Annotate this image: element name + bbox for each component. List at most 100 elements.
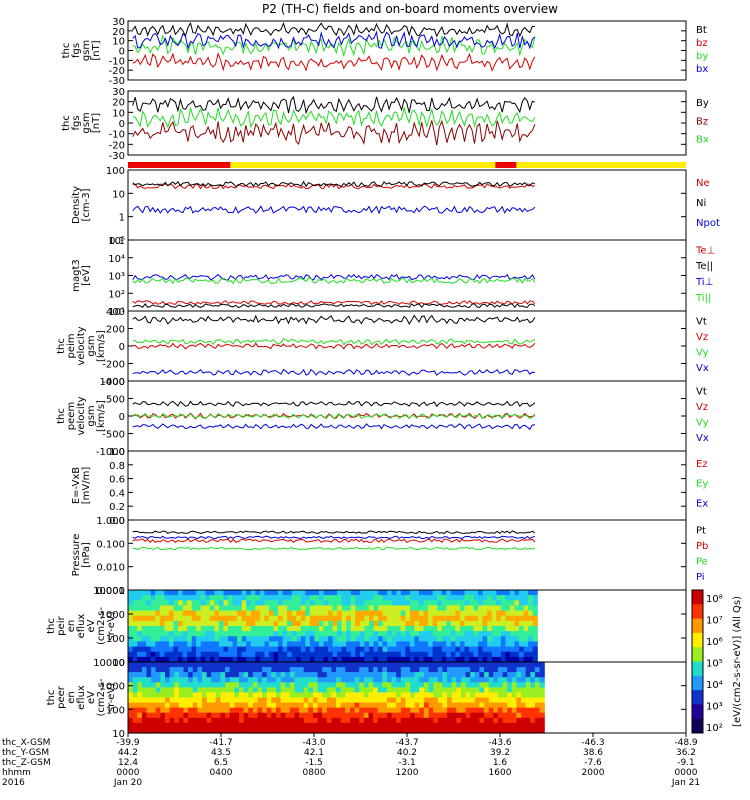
spectrogram-cell (159, 651, 165, 658)
spectrogram-cell (414, 615, 420, 622)
spectrogram-cell (211, 662, 217, 668)
spectrogram-cell (414, 727, 420, 734)
spectrogram-cell (473, 641, 479, 648)
panel-frame (127, 239, 687, 312)
spectrogram-cell (373, 636, 379, 642)
spectrogram-cell (151, 672, 157, 678)
spectrogram-cell (250, 641, 256, 648)
series-line (132, 314, 536, 326)
spectrogram-cell (264, 615, 270, 622)
spectrogram-cell (289, 682, 295, 688)
spectrogram-cell (328, 641, 334, 648)
spectrogram-cell (387, 687, 393, 694)
spectrogram-cell (187, 641, 193, 648)
spectrogram-cell (340, 712, 346, 719)
x-tick-label: -9.1 (677, 758, 695, 768)
spectrogram-cell (323, 595, 329, 601)
spectrogram-cell (252, 727, 259, 734)
spectrogram-cell (373, 712, 379, 719)
spectrogram-cell (534, 712, 541, 719)
spectrogram-cell (355, 620, 361, 627)
series-line (132, 546, 536, 551)
spectrogram-cell (137, 682, 143, 688)
spectrogram-cell (493, 687, 499, 694)
y-tick-label: -1000 (96, 447, 125, 458)
spectrogram-cell (447, 722, 453, 729)
spectrogram-cell (414, 600, 420, 606)
spectrogram-cell (482, 656, 488, 663)
spectrogram-cell (128, 605, 134, 612)
spectrogram-cell (359, 677, 365, 683)
spectrogram-cell (473, 620, 479, 627)
spectrogram-cell (450, 610, 456, 617)
spectrogram-cell (373, 707, 379, 714)
spectrogram-cell (369, 651, 375, 658)
spectrogram-cell (419, 636, 425, 642)
spectrogram-cell (313, 692, 319, 699)
spectrogram-cell (141, 722, 148, 729)
spectrogram-cell (214, 651, 220, 658)
spectrogram-cell (255, 610, 261, 617)
y-axis-label: peim (66, 333, 77, 358)
spectrogram-cell (405, 636, 411, 642)
time-row-label: thc_Y-GSM (2, 748, 49, 758)
spectrogram-cell (252, 687, 259, 694)
spectrogram-cell (182, 610, 188, 617)
spectrogram-cell (496, 590, 502, 596)
spectrogram-cell (271, 707, 277, 714)
spectrogram-cell (218, 651, 224, 658)
spectrogram-cell (137, 667, 143, 673)
spectrogram-cell (241, 620, 247, 627)
spectrogram-cell (387, 600, 393, 606)
spectrogram-cell (169, 707, 175, 714)
x-tick-label: -48.9 (674, 738, 698, 748)
spectrogram-cell (539, 672, 545, 678)
spectrogram-cell (382, 656, 388, 663)
spectrogram-cell (456, 682, 462, 688)
spectrogram-cell (220, 667, 226, 673)
y-axis-label: velocity (76, 396, 87, 435)
spectrogram-cell (350, 697, 356, 704)
spectrogram-cell (141, 610, 147, 617)
spectrogram-cell (509, 605, 515, 612)
spectrogram-cell (262, 717, 268, 724)
spectrogram-cell (128, 646, 134, 653)
spectrogram-cell (502, 662, 508, 668)
spectrogram-cell (211, 677, 217, 683)
spectrogram-cell (232, 605, 238, 612)
spectrogram-cell (523, 651, 529, 658)
spectrogram-cell (519, 626, 525, 632)
spectrogram-cell (446, 595, 452, 601)
y-axis-label: [cm-3] (81, 188, 92, 221)
spectrogram-cell (246, 595, 252, 601)
spectrogram-cell (521, 717, 527, 724)
spectrogram-cell (234, 702, 240, 709)
spectrogram-cell (159, 641, 165, 648)
spectrogram-cell (350, 717, 356, 724)
spectrogram-cell (437, 707, 443, 714)
spectrogram-cell (257, 712, 263, 719)
spectrogram-cell (493, 712, 499, 719)
spectrogram-cell (378, 605, 384, 612)
spectrogram-cell (239, 697, 245, 704)
spectrogram-cell (146, 702, 152, 709)
spectrogram-cell (505, 615, 511, 622)
spectrogram-cell (182, 656, 188, 663)
spectrogram-cell (173, 641, 179, 648)
spectrogram-cell (459, 595, 465, 601)
spectrogram-cell (262, 697, 268, 704)
spectrogram-cell (209, 636, 215, 642)
spectrogram-cell (346, 626, 352, 632)
spectrogram-cell (456, 667, 462, 673)
spectrogram-cell (369, 620, 375, 627)
spectrogram-cell (234, 697, 240, 704)
spectrogram-cell (229, 707, 235, 714)
spectrogram-cell (414, 672, 420, 678)
spectrogram-cell (313, 697, 319, 704)
spectrogram-cell (309, 595, 315, 601)
spectrogram-cell (314, 600, 320, 606)
spectrogram-cell (206, 677, 212, 683)
spectrogram-cell (205, 636, 211, 642)
spectrogram-cell (469, 615, 475, 622)
y-tick-label: 0.6 (109, 475, 125, 486)
